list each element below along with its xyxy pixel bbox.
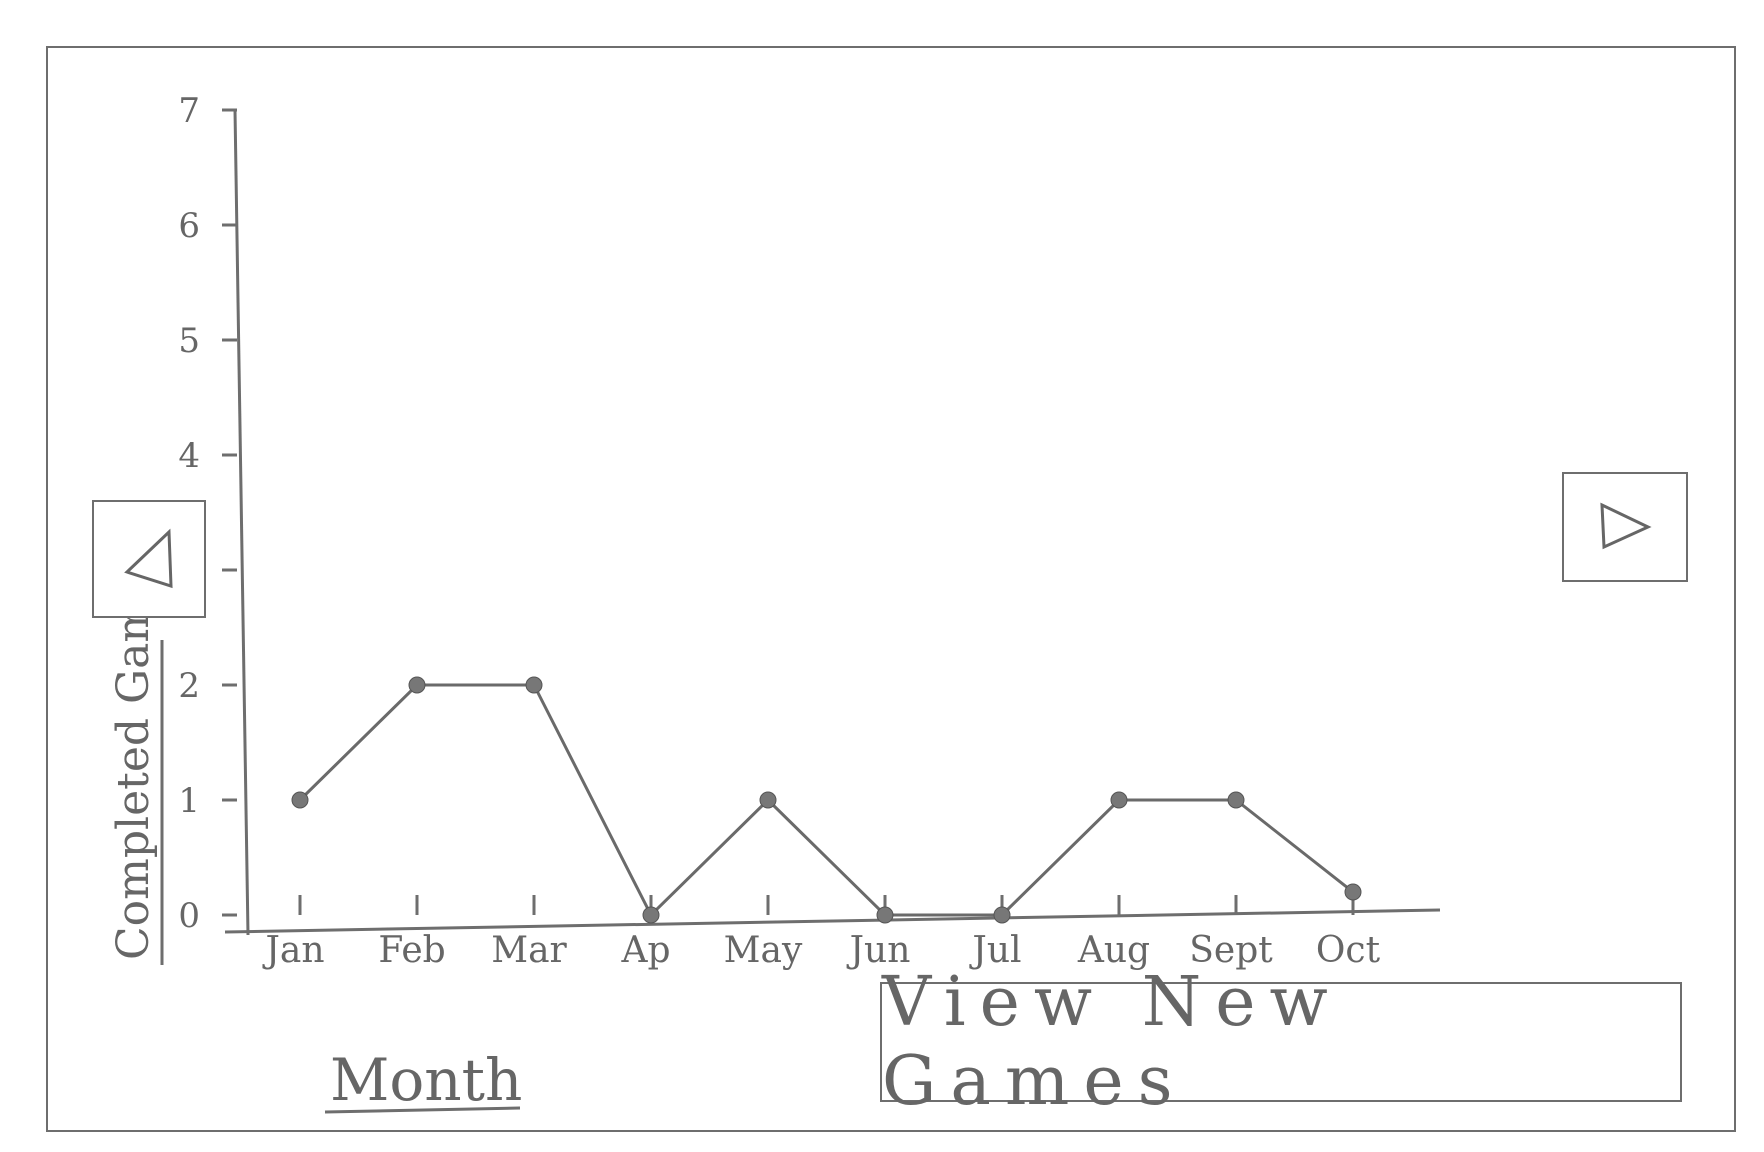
data-point [408, 676, 426, 694]
data-point [1344, 883, 1362, 901]
x-axis-title: Month [330, 1046, 522, 1114]
previous-button[interactable] [92, 500, 206, 618]
next-button[interactable] [1562, 472, 1688, 582]
x-tick-label: Oct [1316, 930, 1381, 971]
data-point [1227, 791, 1245, 809]
data-point [1110, 791, 1128, 809]
triangle-left-icon [124, 528, 173, 589]
y-tick-label: 6 [178, 206, 200, 246]
x-tick-label: Mar [491, 930, 567, 971]
x-tick-label: Aug [1077, 930, 1150, 971]
data-point [642, 906, 660, 924]
x-tick-label: Jan [261, 930, 324, 971]
series-line [298, 683, 1354, 918]
y-tick-label: 7 [178, 91, 200, 131]
data-point [291, 791, 309, 809]
x-axis-title-underline [324, 1106, 521, 1114]
data-point [993, 906, 1011, 924]
x-tick-label: Jul [968, 930, 1021, 971]
y-axis-title: Completed Games [108, 552, 159, 960]
data-point [876, 906, 894, 924]
data-point [759, 791, 777, 809]
y-tick-label: 2 [178, 666, 200, 706]
triangle-right-icon [1600, 502, 1652, 550]
x-axis [224, 908, 1441, 934]
x-tick-label: May [724, 930, 803, 971]
x-tick-label: Sept [1189, 930, 1273, 971]
x-tick-label: Ap [620, 930, 670, 971]
view-new-games-button[interactable]: View New Games [880, 963, 1682, 1121]
y-tick-label: 0 [178, 896, 200, 936]
x-tick-label: Jun [846, 930, 911, 971]
x-tick-label: Feb [378, 930, 445, 971]
y-tick-label: 4 [178, 436, 200, 476]
y-tick-label: 1 [178, 781, 200, 821]
y-axis [233, 109, 250, 936]
data-point [525, 676, 543, 694]
y-tick-label: 5 [178, 321, 200, 361]
chart-panel [46, 46, 1736, 1132]
